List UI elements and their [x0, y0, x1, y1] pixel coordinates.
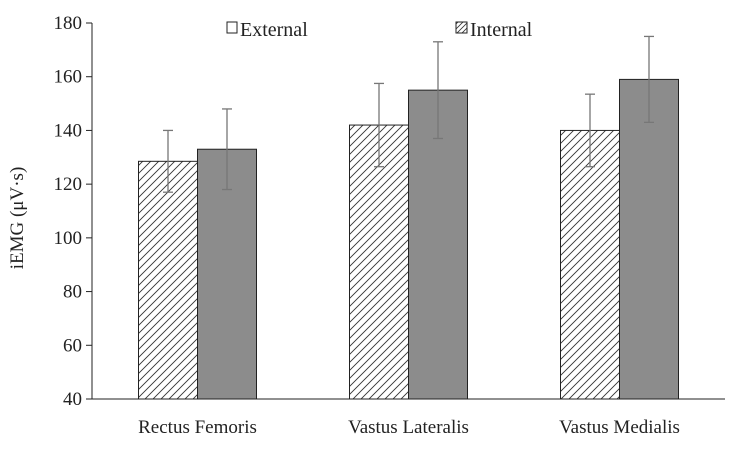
y-tick-label: 80: [63, 282, 82, 303]
x-tick-label: Vastus Medialis: [559, 417, 680, 438]
x-tick-label: Vastus Lateralis: [348, 417, 469, 438]
y-axis-label: iEMG (μV·s): [7, 167, 28, 270]
x-tick-label: Rectus Femoris: [138, 417, 257, 438]
y-tick-label: 120: [54, 174, 83, 195]
error-bars: [163, 35, 654, 193]
legend-swatch-external: [226, 21, 238, 34]
y-axis: 40 60 80 100 120 140 160 180: [54, 13, 93, 410]
y-tick-label: 60: [63, 335, 82, 356]
bar-internal-1: [408, 89, 468, 400]
x-axis: Rectus Femoris Vastus Lateralis Vastus Med…: [92, 398, 725, 438]
bar-external-1: [349, 124, 409, 400]
y-tick-label: 140: [54, 120, 83, 141]
y-tick-label: 40: [63, 389, 82, 410]
legend-label-internal: Internal: [470, 19, 533, 41]
bar-external-2: [560, 129, 620, 400]
legend-swatch-internal: [455, 21, 468, 34]
y-tick-label: 160: [54, 67, 83, 88]
y-tick-label: 180: [54, 13, 83, 34]
legend-label-external: External: [240, 19, 308, 41]
y-tick-label: 100: [54, 228, 83, 249]
bar-internal-2: [619, 78, 679, 400]
bars: [138, 78, 679, 400]
legend: External Internal: [226, 19, 533, 41]
bar-external-0: [138, 160, 198, 400]
